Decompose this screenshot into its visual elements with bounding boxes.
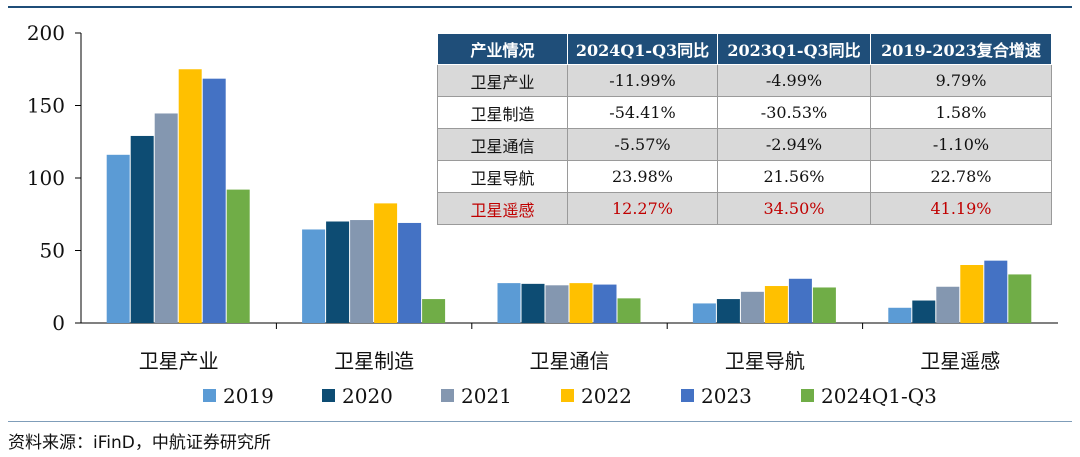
table-cell: 卫星遥感 xyxy=(437,192,568,225)
y-tick-label: 50 xyxy=(40,239,65,263)
bar xyxy=(1008,274,1032,323)
bar xyxy=(545,285,569,323)
bar xyxy=(812,287,836,323)
table-row: 卫星产业 -11.99% -4.99% 9.79% xyxy=(437,64,1052,97)
table-cell: -2.94% xyxy=(717,128,871,161)
legend-swatch xyxy=(322,389,335,402)
bar xyxy=(936,286,960,323)
bar xyxy=(569,283,593,323)
bar xyxy=(374,203,398,323)
bar xyxy=(692,303,716,323)
bar xyxy=(617,298,641,323)
legend-label: 2019 xyxy=(223,384,274,408)
table-cell: 卫星产业 xyxy=(437,64,568,97)
legend-label: 2024Q1-Q3 xyxy=(821,384,937,408)
bottom-rule xyxy=(8,421,1072,422)
bar xyxy=(984,260,1008,323)
table-cell: -1.10% xyxy=(870,128,1052,161)
bar xyxy=(326,221,350,323)
table-cell: 34.50% xyxy=(717,192,871,225)
bar xyxy=(912,300,936,323)
y-tick-label: 150 xyxy=(27,94,65,118)
legend-label: 2021 xyxy=(461,384,512,408)
bar xyxy=(521,283,545,323)
legend-label: 2023 xyxy=(701,384,752,408)
top-rule xyxy=(8,6,1072,8)
bar xyxy=(788,278,812,323)
table-cell: 卫星制造 xyxy=(437,96,568,129)
bar xyxy=(398,222,422,323)
bar xyxy=(740,291,764,323)
table-cell: 1.58% xyxy=(870,96,1052,129)
table-cell: -5.57% xyxy=(567,128,718,161)
x-tick-label: 卫星导航 xyxy=(725,349,805,373)
source-note: 资料来源：iFinD，中航证券研究所 xyxy=(8,433,271,453)
table-row: 卫星制造 -54.41% -30.53% 1.58% xyxy=(437,96,1052,129)
table-cell: 卫星通信 xyxy=(437,128,568,161)
growth-table: 产业情况 2024Q1-Q3同比 2023Q1-Q3同比 2019-2023复合… xyxy=(437,33,1052,225)
table-cell: -4.99% xyxy=(717,64,871,97)
table-row: 卫星通信 -5.57% -2.94% -1.10% xyxy=(437,128,1052,161)
legend-swatch xyxy=(441,389,454,402)
bar xyxy=(302,229,326,323)
x-tick-label: 卫星制造 xyxy=(334,349,414,373)
legend-label: 2020 xyxy=(342,384,393,408)
bar xyxy=(178,69,202,323)
x-tick-label: 卫星通信 xyxy=(530,349,610,373)
bar xyxy=(422,299,446,323)
bar xyxy=(130,135,154,323)
table-header: 2024Q1-Q3同比 xyxy=(567,33,718,65)
table-header-row: 产业情况 2024Q1-Q3同比 2023Q1-Q3同比 2019-2023复合… xyxy=(437,33,1052,65)
table-cell: 41.19% xyxy=(870,192,1052,225)
table-cell: -11.99% xyxy=(567,64,718,97)
table-cell: 12.27% xyxy=(567,192,718,225)
table-header: 2019-2023复合增速 xyxy=(870,33,1052,65)
bar xyxy=(764,286,788,323)
table-row-highlighted: 卫星遥感 12.27% 34.50% 41.19% xyxy=(437,192,1052,225)
bar xyxy=(960,265,984,323)
table-cell: -30.53% xyxy=(717,96,871,129)
table-cell: -54.41% xyxy=(567,96,718,129)
bar xyxy=(226,189,250,323)
y-tick-label: 0 xyxy=(52,311,65,335)
x-tick-label: 卫星遥感 xyxy=(920,349,1000,373)
table-cell: 23.98% xyxy=(567,160,718,193)
legend-swatch xyxy=(801,389,814,402)
y-tick-label: 200 xyxy=(27,21,65,45)
legend-swatch xyxy=(203,389,216,402)
legend-swatch xyxy=(561,389,574,402)
y-tick-label: 100 xyxy=(27,166,65,190)
table-cell: 22.78% xyxy=(870,160,1052,193)
table-header: 2023Q1-Q3同比 xyxy=(717,33,871,65)
table-row: 卫星导航 23.98% 21.56% 22.78% xyxy=(437,160,1052,193)
table-header: 产业情况 xyxy=(437,33,568,65)
bar xyxy=(497,283,521,323)
bar xyxy=(350,220,374,323)
x-tick-label: 卫星产业 xyxy=(139,349,219,373)
bar xyxy=(888,307,912,323)
bar xyxy=(154,113,178,323)
bar xyxy=(716,299,740,323)
bar xyxy=(593,284,617,323)
table-cell: 9.79% xyxy=(870,64,1052,97)
table-cell: 21.56% xyxy=(717,160,871,193)
legend-label: 2022 xyxy=(581,384,632,408)
bar xyxy=(106,154,130,323)
legend-swatch xyxy=(681,389,694,402)
bar xyxy=(202,78,226,323)
table-cell: 卫星导航 xyxy=(437,160,568,193)
